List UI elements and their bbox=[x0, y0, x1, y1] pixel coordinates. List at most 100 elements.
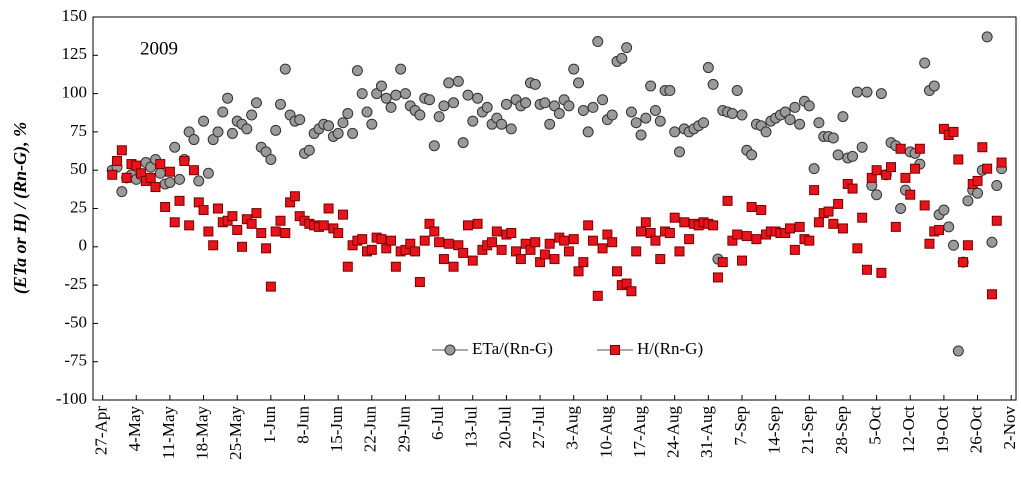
point bbox=[674, 246, 685, 257]
point bbox=[438, 254, 449, 265]
x-tick-label: 6-Jul bbox=[428, 406, 447, 440]
point bbox=[505, 123, 517, 135]
point bbox=[424, 94, 436, 106]
x-tick-label: 26-Oct bbox=[966, 406, 985, 453]
point bbox=[578, 257, 589, 268]
point bbox=[890, 221, 901, 232]
point bbox=[457, 137, 469, 149]
point bbox=[991, 215, 1002, 226]
point bbox=[861, 264, 872, 275]
point bbox=[357, 234, 368, 245]
point bbox=[741, 231, 752, 242]
point bbox=[443, 77, 455, 89]
x-tick-label: 29-Jun bbox=[394, 406, 413, 453]
point bbox=[606, 109, 618, 121]
point bbox=[607, 237, 618, 248]
y-tick-label: -100 bbox=[56, 389, 87, 408]
point bbox=[977, 142, 988, 153]
point bbox=[736, 255, 747, 266]
point bbox=[857, 212, 868, 223]
point bbox=[563, 100, 575, 112]
point bbox=[905, 189, 916, 200]
point bbox=[645, 80, 657, 92]
point bbox=[529, 78, 541, 90]
point bbox=[145, 172, 156, 183]
point bbox=[640, 112, 652, 124]
point bbox=[386, 235, 397, 246]
point bbox=[837, 111, 849, 123]
point bbox=[698, 117, 710, 129]
point bbox=[794, 118, 806, 130]
point bbox=[587, 101, 599, 113]
annotation: 2009 bbox=[140, 38, 178, 59]
point bbox=[654, 115, 666, 127]
point bbox=[366, 244, 377, 255]
point bbox=[919, 57, 931, 69]
y-tick-label: 50 bbox=[70, 159, 87, 178]
point bbox=[636, 226, 647, 237]
y-tick-label: -50 bbox=[64, 312, 87, 331]
point bbox=[587, 235, 598, 246]
point bbox=[746, 201, 757, 212]
point bbox=[943, 221, 955, 233]
point bbox=[270, 226, 281, 237]
point bbox=[385, 101, 397, 113]
x-tick-label: 19-Oct bbox=[933, 406, 952, 453]
point bbox=[731, 85, 743, 97]
point bbox=[428, 140, 440, 152]
point bbox=[823, 206, 834, 217]
point bbox=[337, 209, 348, 220]
point bbox=[736, 109, 748, 121]
point bbox=[452, 75, 464, 87]
y-tick-label: 125 bbox=[62, 44, 88, 63]
point bbox=[274, 98, 286, 110]
point bbox=[962, 240, 973, 251]
legend-label: H/(Rn-G) bbox=[637, 339, 703, 358]
plot-frame bbox=[92, 16, 1017, 401]
point bbox=[530, 237, 541, 248]
x-tick-label: 3-Aug bbox=[563, 406, 582, 450]
point bbox=[684, 234, 695, 245]
x-tick-label: 22-Jun bbox=[361, 406, 380, 453]
point bbox=[756, 205, 767, 216]
point bbox=[203, 226, 214, 237]
legend-marker bbox=[444, 344, 456, 356]
point bbox=[914, 143, 925, 154]
point bbox=[265, 281, 276, 292]
x-tick-label: 24-Aug bbox=[664, 406, 683, 458]
x-tick-label: 8-Jun bbox=[293, 406, 312, 444]
point bbox=[256, 228, 267, 239]
point bbox=[155, 159, 166, 170]
point bbox=[212, 126, 224, 138]
point bbox=[649, 104, 661, 116]
point bbox=[833, 198, 844, 209]
point bbox=[655, 254, 666, 265]
point bbox=[332, 127, 344, 139]
point bbox=[592, 36, 604, 48]
point bbox=[996, 157, 1007, 168]
point bbox=[577, 104, 589, 116]
point bbox=[429, 226, 440, 237]
point bbox=[597, 94, 609, 106]
point bbox=[179, 156, 190, 167]
point bbox=[794, 221, 805, 232]
point bbox=[472, 218, 483, 229]
x-tick-label: 13-Jul bbox=[462, 406, 481, 449]
point bbox=[934, 224, 945, 235]
point bbox=[813, 217, 824, 228]
x-tick-label: 28-Sep bbox=[832, 406, 851, 454]
point bbox=[958, 257, 969, 268]
point bbox=[419, 235, 430, 246]
point bbox=[333, 228, 344, 239]
point bbox=[809, 185, 820, 196]
point bbox=[717, 257, 728, 268]
point bbox=[318, 220, 329, 231]
point bbox=[583, 220, 594, 231]
x-tick-label: 7-Sep bbox=[731, 406, 750, 446]
point bbox=[366, 118, 378, 130]
point bbox=[496, 244, 507, 255]
y-tick-label: 150 bbox=[62, 6, 88, 25]
x-tick-label: 20-Jul bbox=[495, 406, 514, 449]
point bbox=[746, 149, 758, 161]
